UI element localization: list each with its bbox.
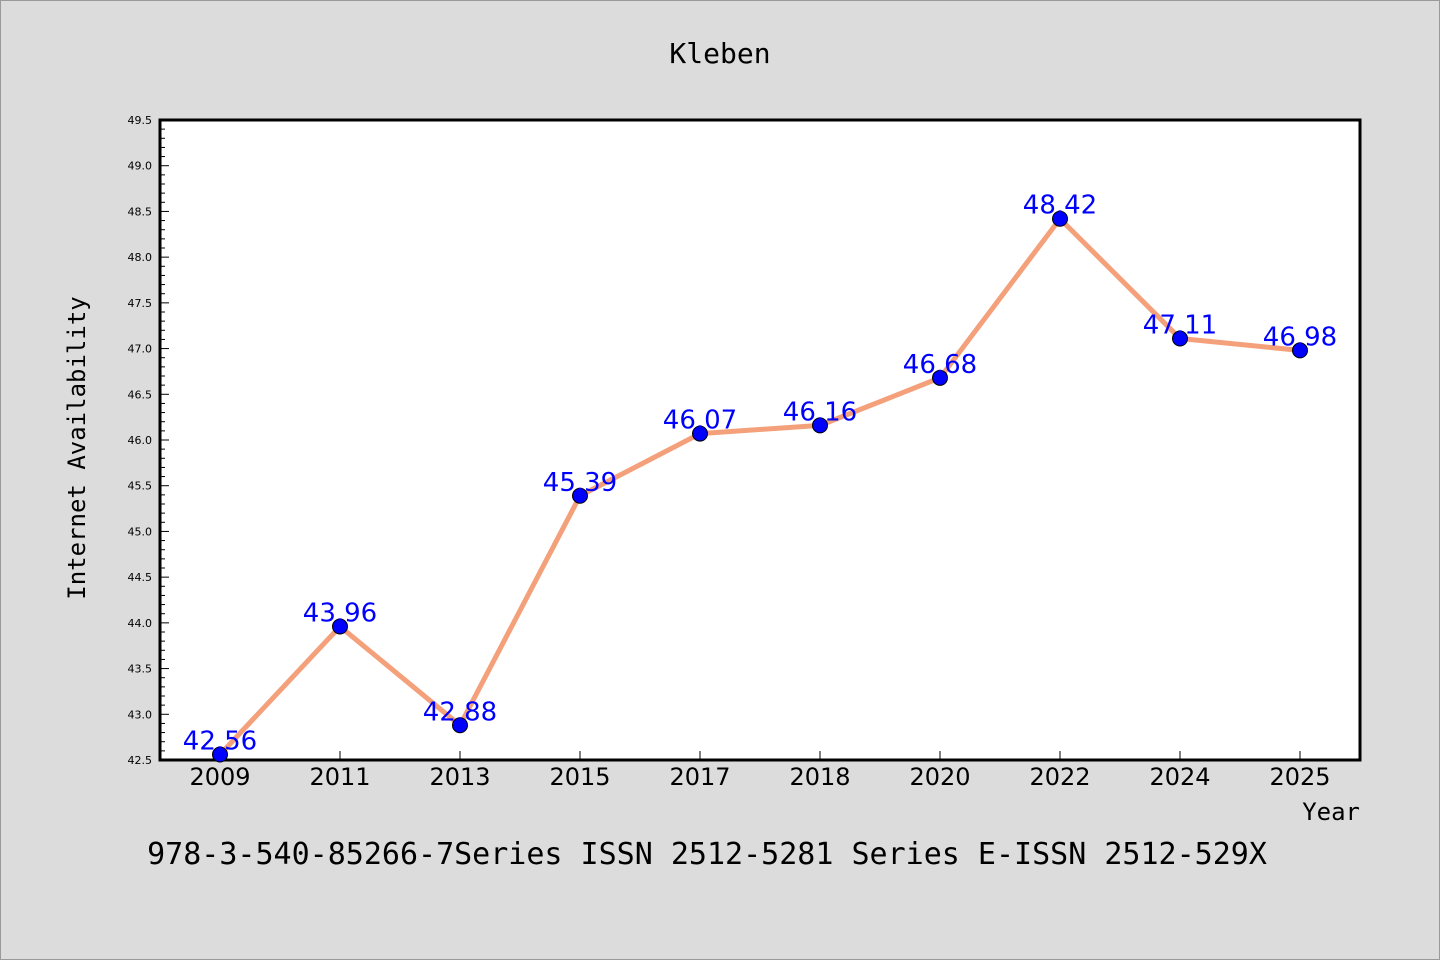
- y-tick-label: 45.5: [128, 480, 153, 493]
- y-tick-label: 46.0: [128, 434, 153, 447]
- x-tick-label: 2017: [669, 763, 730, 791]
- data-point: [332, 618, 348, 635]
- x-axis-label: Year: [1302, 798, 1360, 826]
- x-tick-label: 2009: [189, 763, 250, 791]
- y-tick-label: 43.0: [128, 708, 153, 721]
- x-tick-label: 2015: [549, 763, 610, 791]
- y-tick-label: 49.5: [128, 114, 153, 127]
- footer-text: 978-3-540-85266-7Series ISSN 2512-5281 S…: [147, 837, 1267, 872]
- data-point: [1292, 342, 1308, 359]
- data-label: 48.42: [1023, 191, 1097, 221]
- data-label: 46.98: [1263, 322, 1337, 352]
- y-axis-label: Internet Availability: [63, 296, 91, 599]
- x-tick-label: 2020: [909, 763, 970, 791]
- x-tick-label: 2013: [429, 763, 490, 791]
- y-tick-label: 47.5: [128, 297, 153, 310]
- plot-area: [158, 118, 1362, 762]
- data-label: 46.68: [903, 350, 977, 380]
- data-point: [692, 425, 708, 442]
- y-tick-label: 45.0: [128, 525, 153, 538]
- y-axis-ticks: 42.5 43.0 43.5 44.0 44.5 45.0 45.5 46.0 46.5 47.0…: [128, 114, 169, 767]
- x-tick-label: 2011: [309, 763, 370, 791]
- y-tick-label: 49.0: [128, 160, 153, 173]
- x-tick-label: 2024: [1149, 763, 1210, 791]
- x-axis-ticks: 2009 2011 2013 2015 2017 2018 2020 2022 2024 2025: [189, 751, 1331, 791]
- y-tick-label: 44.0: [128, 617, 153, 630]
- chart-title: Kleben: [669, 37, 770, 70]
- data-point: [212, 746, 228, 763]
- data-point: [572, 487, 588, 504]
- data-label: 46.16: [783, 397, 857, 427]
- y-tick-label: 48.0: [128, 251, 153, 264]
- data-point: [932, 369, 948, 386]
- data-label: 42.88: [423, 697, 497, 727]
- data-label: 43.96: [303, 599, 377, 629]
- data-point: [1052, 210, 1068, 227]
- data-point: [452, 717, 468, 734]
- data-label: 42.56: [183, 727, 257, 757]
- y-tick-label: 47.0: [128, 343, 153, 356]
- y-tick-label: 43.5: [128, 663, 153, 676]
- data-point: [1172, 330, 1188, 347]
- x-tick-label: 2025: [1269, 763, 1330, 791]
- data-series: 42.56 43.96 42.88 45.39 46.07 46.16 46.68 48.42…: [183, 191, 1337, 763]
- data-label: 47.11: [1143, 311, 1217, 341]
- x-tick-label: 2022: [1029, 763, 1090, 791]
- y-tick-label: 42.5: [128, 754, 153, 767]
- series-line: [218, 216, 1301, 757]
- y-tick-label: 44.5: [128, 571, 153, 584]
- data-point: [812, 417, 828, 434]
- x-tick-label: 2018: [789, 763, 850, 791]
- y-tick-label: 46.5: [128, 388, 153, 401]
- data-label: 45.39: [543, 468, 617, 498]
- data-label: 46.07: [663, 406, 737, 436]
- y-tick-label: 48.5: [128, 205, 153, 218]
